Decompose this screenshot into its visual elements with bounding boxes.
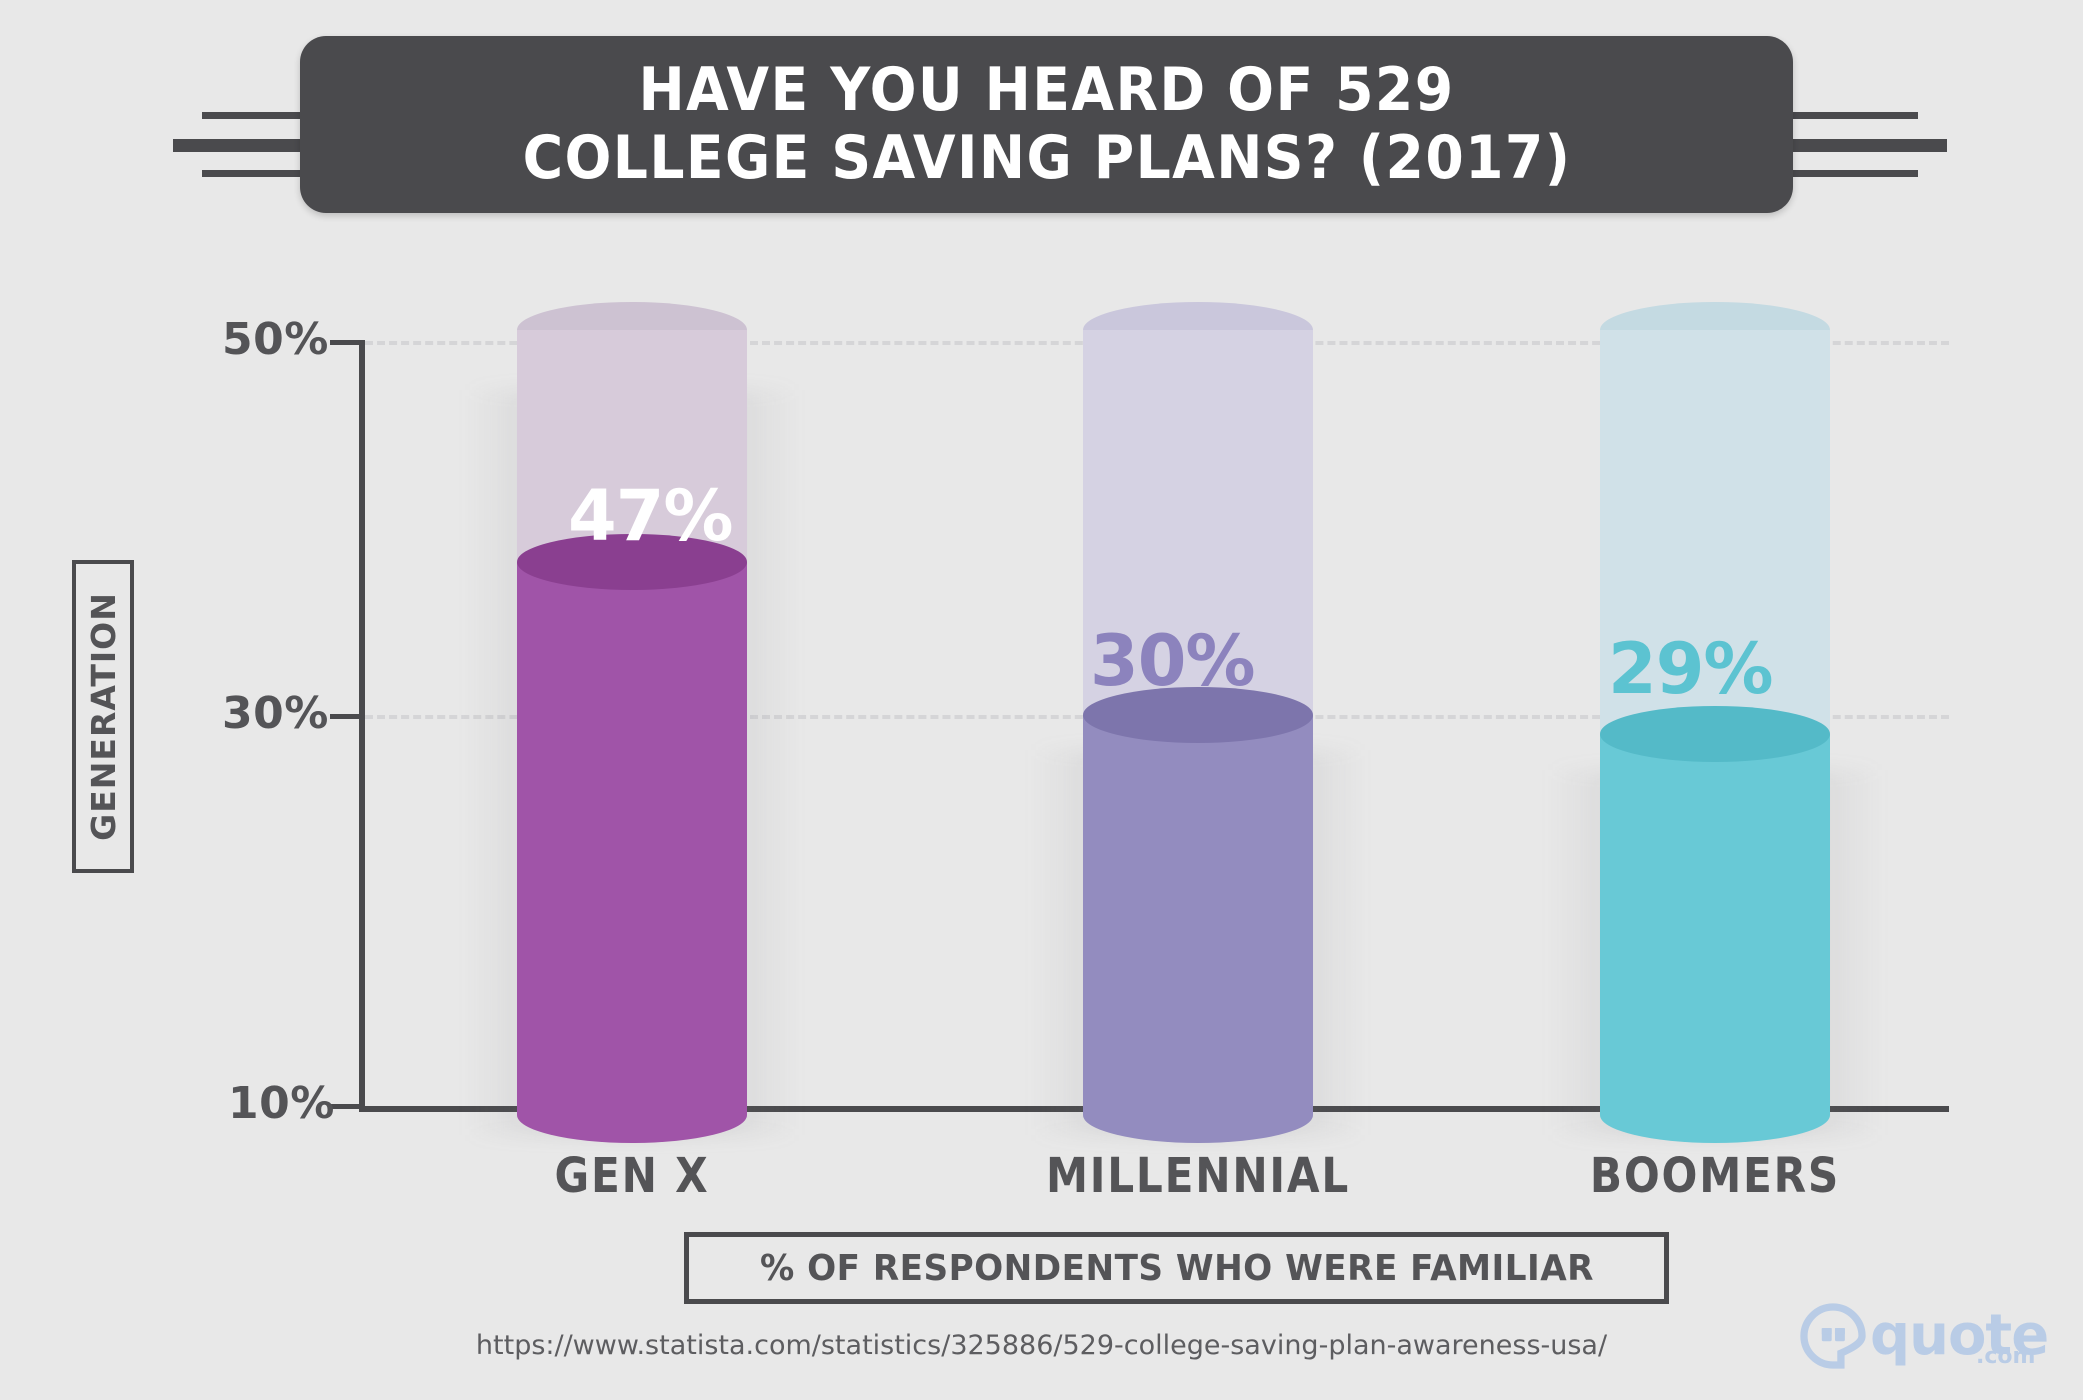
quote-circle-q-icon [1800,1303,1866,1369]
y-axis-title-label: GENERATION [83,592,123,841]
bar-fill-boomers [1600,706,1830,1143]
x-axis-caption-text: % OF RESPONDENTS WHO WERE FAMILIAR [759,1247,1594,1289]
decorative-line-left-middle [173,139,332,152]
decorative-line-right-middle [1788,139,1947,152]
y-axis-title-box: GENERATION [72,560,134,873]
bar-boomers[interactable] [1548,302,1882,1143]
y-tick-30 [330,714,364,719]
logo-suffix: .com [1976,1344,2036,1369]
bar-fill-top-millennial [1083,687,1313,743]
bar-fill-top-boomers [1600,706,1830,762]
logo-wordmark: quote [1870,1303,2049,1368]
bar-ghost-boomers [1600,302,1830,740]
title-banner: HAVE YOU HEARD OF 529 COLLEGE SAVING PLA… [300,36,1793,213]
bar-fill-body-genx [517,562,747,1115]
bar-ghost-body-genx [517,330,747,562]
title-line-2: COLLEGE SAVING PLANS? (2017) [522,122,1571,193]
category-label-genx: GEN X [554,1148,710,1204]
value-label-boomers: 29% [1608,628,1774,710]
quote-com-logo[interactable]: quote .com [1800,1300,2050,1372]
bar-ghost-millennial [1083,302,1313,720]
decorative-line-right-top [1788,112,1918,119]
bar-fill-body-boomers [1600,734,1830,1115]
y-axis-line [359,340,365,1112]
decorative-line-left-bottom [202,170,332,177]
bar-fill-body-millennial [1083,715,1313,1115]
y-tick-10 [330,1104,364,1109]
y-tick-50 [330,340,364,345]
x-axis-caption-box: % OF RESPONDENTS WHO WERE FAMILIAR [684,1232,1669,1304]
category-label-millennial: MILLENNIAL [1045,1148,1351,1204]
decorative-line-left-top [202,112,332,119]
bar-fill-top-genx [517,534,747,590]
bar-millennial[interactable] [1031,302,1365,1143]
decorative-line-right-bottom [1788,170,1918,177]
bar-fill-millennial [1083,687,1313,1143]
title-line-1: HAVE YOU HEARD OF 529 [638,55,1455,126]
value-label-genx: 47% [568,475,734,557]
value-label-millennial: 30% [1090,620,1256,702]
bar-fill-genx [517,534,747,1143]
source-url[interactable]: https://www.statista.com/statistics/3258… [475,1330,1608,1361]
category-label-boomers: BOOMERS [1589,1148,1841,1204]
bar-ghost-body-millennial [1083,330,1313,715]
bar-ghost-genx [517,302,747,590]
bar-genx[interactable] [465,302,799,1143]
bar-ghost-body-boomers [1600,330,1830,734]
